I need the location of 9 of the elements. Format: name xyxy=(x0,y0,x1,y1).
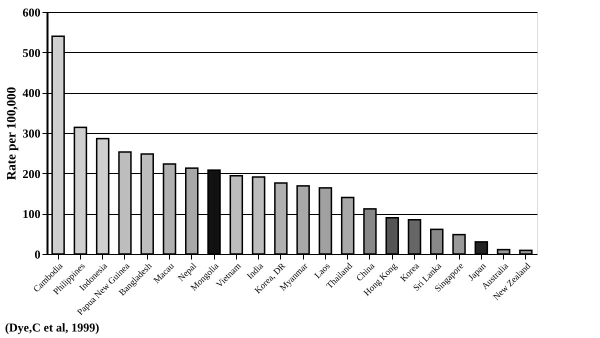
y-tick-label: 300 xyxy=(22,126,40,140)
y-tick-label: 500 xyxy=(22,46,40,60)
y-tick-label: 100 xyxy=(22,207,40,222)
text: (Dye,C et al, 1999) xyxy=(5,320,100,334)
y-tick-label: 400 xyxy=(22,86,40,100)
y-axis-title: Rate per 100,000 xyxy=(4,86,18,180)
y-tick-label: 0 xyxy=(34,248,40,262)
y-tick-label: 600 xyxy=(22,6,40,20)
y-tick-label: 200 xyxy=(22,166,40,181)
